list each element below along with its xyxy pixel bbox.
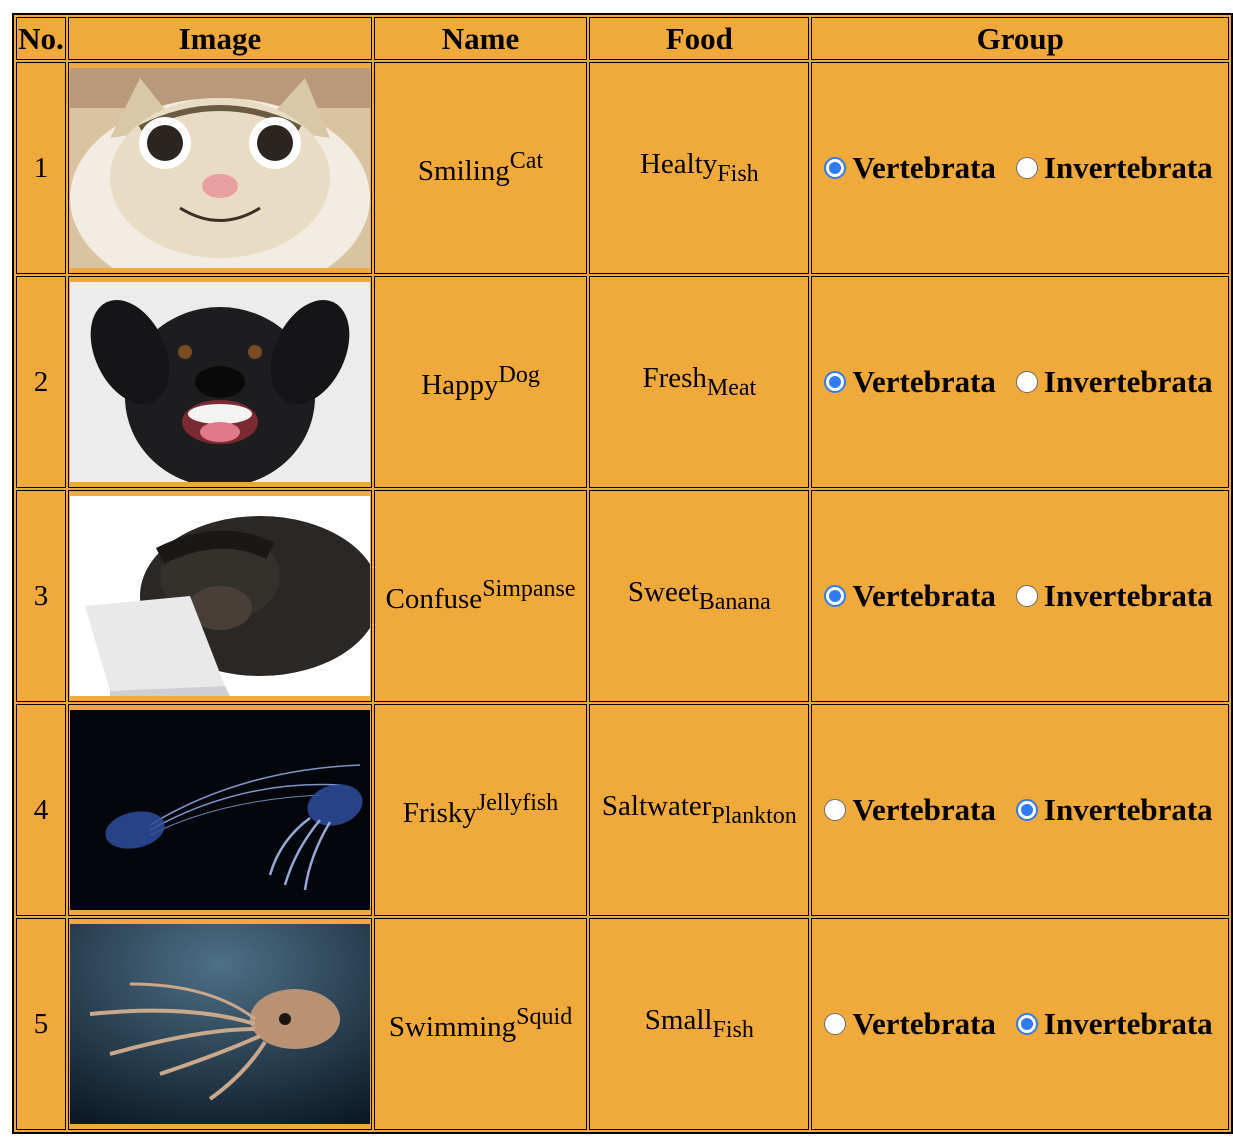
- header-food: Food: [589, 17, 810, 60]
- animals-table: No. Image Name Food Group 1: [12, 13, 1233, 1134]
- vertebrata-radio[interactable]: [824, 371, 847, 393]
- name-main: Smiling: [417, 155, 510, 187]
- food-subscript: Fish: [717, 161, 759, 187]
- name-cell: HappyDog: [373, 276, 588, 488]
- image-cell: [67, 918, 372, 1130]
- name-superscript: Dog: [498, 362, 540, 388]
- vertebrata-option[interactable]: Vertebrata: [824, 578, 996, 614]
- name-main: Confuse: [385, 583, 483, 615]
- name-superscript: Simpanse: [482, 576, 576, 602]
- group-cell: Vertebrata Invertebrata: [811, 918, 1229, 1130]
- invertebrata-radio[interactable]: [1015, 157, 1038, 179]
- name-main: Frisky: [402, 797, 477, 829]
- invertebrata-label: Invertebrata: [1043, 364, 1213, 399]
- name-main: Swimming: [388, 1011, 517, 1043]
- food-subscript: Plankton: [711, 803, 797, 829]
- food-main: Saltwater: [601, 790, 712, 822]
- row-number: 1: [16, 62, 66, 274]
- invertebrata-option[interactable]: Invertebrata: [1015, 792, 1213, 828]
- header-group: Group: [811, 17, 1229, 60]
- name-cell: ConfuseSimpanse: [373, 490, 588, 702]
- table-row: 1: [16, 62, 1229, 274]
- row-number: 4: [16, 704, 66, 916]
- image-cell: [67, 62, 372, 274]
- food-subscript: Banana: [698, 589, 771, 615]
- header-no: No.: [16, 17, 66, 60]
- table-row: 5: [16, 918, 1229, 1130]
- invertebrata-label: Invertebrata: [1043, 578, 1213, 613]
- invertebrata-option[interactable]: Invertebrata: [1015, 578, 1213, 614]
- food-cell: SaltwaterPlankton: [589, 704, 810, 916]
- food-cell: SweetBanana: [589, 490, 810, 702]
- group-cell: Vertebrata Invertebrata: [811, 62, 1229, 274]
- table-row: 2 HappyDog: [16, 276, 1229, 488]
- invertebrata-option[interactable]: Invertebrata: [1015, 1006, 1213, 1042]
- table-row: 4 FriskyJellyfish: [16, 704, 1229, 916]
- vertebrata-label: Vertebrata: [852, 792, 996, 827]
- header-row: No. Image Name Food Group: [16, 17, 1229, 60]
- image-cell: [67, 490, 372, 702]
- row-number: 2: [16, 276, 66, 488]
- food-cell: SmallFish: [589, 918, 810, 1130]
- invertebrata-option[interactable]: Invertebrata: [1015, 364, 1213, 400]
- vertebrata-option[interactable]: Vertebrata: [824, 1006, 996, 1042]
- vertebrata-radio[interactable]: [824, 1013, 847, 1035]
- food-subscript: Fish: [712, 1017, 754, 1043]
- food-main: Fresh: [642, 362, 707, 394]
- vertebrata-radio[interactable]: [824, 157, 847, 179]
- vertebrata-option[interactable]: Vertebrata: [824, 150, 996, 186]
- name-superscript: Squid: [516, 1004, 573, 1030]
- invertebrata-label: Invertebrata: [1043, 1006, 1213, 1041]
- vertebrata-label: Vertebrata: [852, 150, 996, 185]
- confused-chimpanzee-photo: [69, 496, 370, 696]
- image-cell: [67, 704, 372, 916]
- vertebrata-label: Vertebrata: [852, 1006, 996, 1041]
- name-superscript: Jellyfish: [476, 790, 559, 816]
- row-number: 5: [16, 918, 66, 1130]
- group-cell: Vertebrata Invertebrata: [811, 704, 1229, 916]
- name-main: Happy: [421, 369, 499, 401]
- table-row: 3 ConfuseSimpanse SweetBanana: [16, 490, 1229, 702]
- food-subscript: Meat: [706, 375, 757, 401]
- group-cell: Vertebrata Invertebrata: [811, 490, 1229, 702]
- food-cell: FreshMeat: [589, 276, 810, 488]
- name-superscript: Cat: [509, 148, 544, 174]
- vertebrata-radio[interactable]: [824, 585, 847, 607]
- vertebrata-option[interactable]: Vertebrata: [824, 364, 996, 400]
- header-name: Name: [373, 17, 588, 60]
- name-cell: FriskyJellyfish: [373, 704, 588, 916]
- invertebrata-radio[interactable]: [1015, 371, 1038, 393]
- happy-dog-photo: [69, 282, 370, 482]
- vertebrata-label: Vertebrata: [852, 578, 996, 613]
- vertebrata-label: Vertebrata: [852, 364, 996, 399]
- vertebrata-radio[interactable]: [824, 799, 847, 821]
- smiling-cat-photo: [69, 68, 370, 268]
- invertebrata-label: Invertebrata: [1043, 150, 1213, 185]
- invertebrata-option[interactable]: Invertebrata: [1015, 150, 1213, 186]
- food-main: Healty: [639, 148, 718, 180]
- invertebrata-radio[interactable]: [1015, 1013, 1038, 1035]
- image-cell: [67, 276, 372, 488]
- name-cell: SwimmingSquid: [373, 918, 588, 1130]
- invertebrata-radio[interactable]: [1015, 585, 1038, 607]
- food-main: Sweet: [627, 576, 699, 608]
- squid-photo: [69, 924, 370, 1124]
- food-main: Small: [644, 1004, 713, 1036]
- vertebrata-option[interactable]: Vertebrata: [824, 792, 996, 828]
- invertebrata-label: Invertebrata: [1043, 792, 1213, 827]
- food-cell: HealtyFish: [589, 62, 810, 274]
- header-image: Image: [67, 17, 372, 60]
- jellyfish-photo: [69, 710, 370, 910]
- group-cell: Vertebrata Invertebrata: [811, 276, 1229, 488]
- invertebrata-radio[interactable]: [1015, 799, 1038, 821]
- row-number: 3: [16, 490, 66, 702]
- name-cell: SmilingCat: [373, 62, 588, 274]
